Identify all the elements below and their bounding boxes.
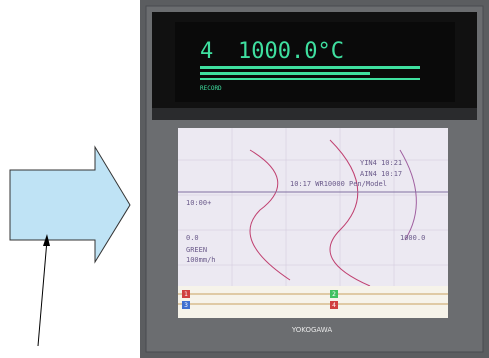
block-arrow <box>10 147 130 262</box>
paper-text: 1000.0 <box>400 234 425 242</box>
paper-text: AIN4 10:17 <box>360 170 402 178</box>
pen-label: 2 <box>332 291 336 298</box>
chart-paper <box>178 128 448 286</box>
status: RECORD <box>200 85 222 92</box>
reading: 1000.0°C <box>238 39 344 64</box>
brand: YOKOGAWA <box>291 326 332 334</box>
paper-text: GREEN <box>186 246 207 254</box>
pointer-line <box>38 240 47 346</box>
bar-graph <box>200 78 420 80</box>
bar-graph <box>200 72 370 75</box>
channel-number: 4 <box>200 39 213 64</box>
paper-text: YIN4 10:21 <box>360 159 402 167</box>
key-strip <box>152 108 477 120</box>
paper-text: 10:17 WR10000 Pen/Model <box>290 180 387 188</box>
paper-text: 0.0 <box>186 234 199 242</box>
scale-strip <box>178 286 448 318</box>
pen-label: 1 <box>184 291 188 298</box>
paper-text: 100mm/h <box>186 256 216 264</box>
pen-label: 4 <box>332 302 336 309</box>
screenshot: 4 1000.0°C RECORD YIN4 10:21AIN4 10:1710… <box>0 0 489 358</box>
bar-graph <box>200 66 420 69</box>
paper-text: 10:00+ <box>186 199 211 207</box>
pen-label: 3 <box>184 302 188 309</box>
